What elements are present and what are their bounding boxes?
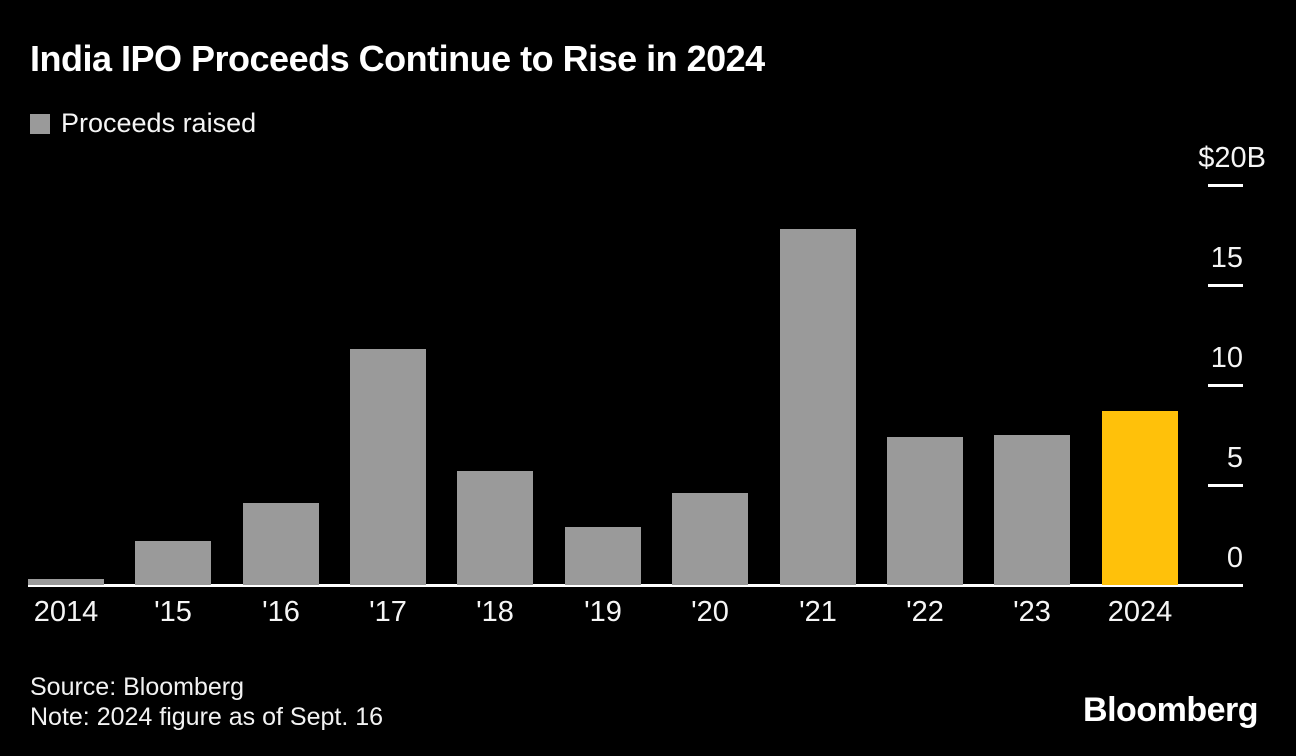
y-tick-dash bbox=[1208, 383, 1243, 387]
bar bbox=[887, 437, 963, 585]
bar bbox=[994, 435, 1070, 585]
x-axis-label: '20 bbox=[691, 596, 729, 628]
bar bbox=[350, 349, 426, 585]
y-tick-label: 5 bbox=[1226, 442, 1243, 474]
bar bbox=[135, 541, 211, 585]
bar bbox=[28, 579, 104, 585]
x-axis-baseline bbox=[28, 584, 1243, 587]
footer-notes: Source: Bloomberg Note: 2024 figure as o… bbox=[30, 672, 383, 732]
bar-highlighted bbox=[1102, 411, 1178, 585]
legend-label: Proceeds raised bbox=[61, 108, 257, 138]
x-axis-label: '16 bbox=[262, 596, 300, 628]
y-tick-dash bbox=[1208, 283, 1243, 287]
bar bbox=[672, 493, 748, 585]
bar bbox=[780, 229, 856, 585]
chart-title: India IPO Proceeds Continue to Rise in 2… bbox=[30, 38, 765, 79]
y-tick-dash bbox=[1208, 483, 1243, 487]
x-axis-label: 2024 bbox=[1107, 596, 1173, 628]
y-tick-label: $20B bbox=[1198, 142, 1266, 174]
y-tick-label: 0 bbox=[1226, 542, 1243, 574]
x-axis-label: '15 bbox=[154, 596, 192, 628]
y-tick-dash bbox=[1208, 183, 1243, 187]
bar bbox=[243, 503, 319, 585]
bloomberg-logo: Bloomberg bbox=[1083, 691, 1258, 729]
y-tick-label: 15 bbox=[1210, 242, 1243, 274]
x-axis-label: '22 bbox=[906, 596, 944, 628]
legend-swatch bbox=[30, 113, 50, 134]
x-axis-label: '21 bbox=[799, 596, 837, 628]
note-text: Note: 2024 figure as of Sept. 16 bbox=[30, 703, 384, 731]
legend: Proceeds raised bbox=[30, 108, 256, 139]
bar bbox=[457, 471, 533, 585]
x-axis-label: '23 bbox=[1013, 596, 1051, 628]
x-axis-label: '19 bbox=[584, 596, 622, 628]
source-text: Source: Bloomberg bbox=[30, 673, 245, 701]
x-axis-label: 2014 bbox=[33, 596, 99, 628]
y-tick-label: 10 bbox=[1210, 342, 1243, 374]
bar bbox=[565, 527, 641, 585]
x-axis-label: '18 bbox=[476, 596, 514, 628]
x-axis-label: '17 bbox=[369, 596, 407, 628]
